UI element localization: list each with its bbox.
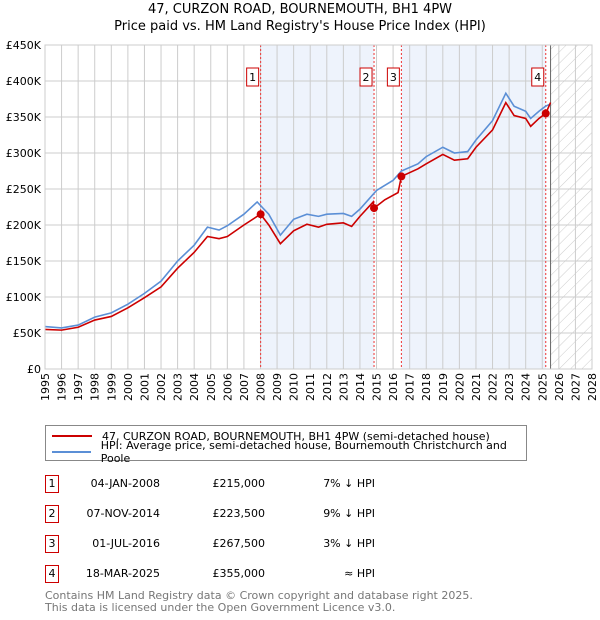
- x-tick-label: 2028: [586, 373, 599, 401]
- sale-date: 18-MAR-2025: [85, 567, 160, 580]
- legend-label-hpi: HPI: Average price, semi-detached house,…: [100, 439, 507, 465]
- sale-label: 4: [534, 71, 541, 84]
- y-tick-label: £0: [27, 363, 41, 376]
- x-tick-label: 2001: [138, 373, 151, 401]
- x-tick-label: 2004: [188, 373, 201, 401]
- sale-row: 3 01-JUL-2016 £267,500 3% ↓ HPI: [45, 535, 375, 553]
- legend-label-property: 47, CURZON ROAD, BOURNEMOUTH, BH1 4PW (s…: [102, 429, 490, 443]
- x-tick-label: 2022: [487, 373, 500, 401]
- x-tick-label: 2023: [503, 373, 516, 401]
- sale-number: 1: [45, 475, 59, 493]
- price-paid-line: [44, 100, 552, 331]
- sale-price: £267,500: [212, 537, 266, 550]
- x-tick-label: 2012: [321, 373, 334, 401]
- plot-frame: [44, 44, 593, 370]
- sale-number: 2: [45, 505, 59, 523]
- x-tick-label: 1999: [105, 373, 118, 401]
- x-tick-label: 2016: [387, 373, 400, 401]
- sale-hpi: 9% ↓ HPI: [323, 507, 375, 520]
- legend: 47, CURZON ROAD, BOURNEMOUTH, BH1 4PW (s…: [45, 425, 527, 465]
- x-tick-label: 2017: [404, 373, 417, 401]
- sale-label-box: [246, 67, 260, 87]
- sale-point: [256, 210, 265, 219]
- x-tick-label: 1997: [72, 373, 85, 401]
- sale-span-shade: [260, 45, 375, 369]
- y-tick-label: £300K: [6, 147, 42, 160]
- sale-label: 1: [249, 71, 256, 84]
- x-tick-label: 2025: [536, 373, 549, 401]
- chart-subtitle: Price paid vs. HM Land Registry's House …: [114, 19, 486, 34]
- sale-number: 3: [45, 535, 59, 553]
- x-tick-label: 2009: [271, 373, 284, 401]
- sale-label: 3: [390, 71, 397, 84]
- sale-hpi: 7% ↓ HPI: [323, 477, 375, 490]
- x-tick-label: 2007: [238, 373, 251, 401]
- x-tick-label: 2015: [371, 373, 384, 401]
- x-tick-label: 2011: [304, 373, 317, 401]
- sale-hpi: 3% ↓ HPI: [323, 537, 375, 550]
- x-tick-label: 1996: [56, 373, 69, 401]
- x-tick-label: 2014: [354, 373, 367, 401]
- x-tick-label: 2005: [205, 373, 218, 401]
- sale-price: £223,500: [212, 507, 266, 520]
- x-tick-label: 2026: [553, 373, 566, 401]
- sale-label-box: [359, 67, 373, 87]
- sale-point: [541, 109, 550, 118]
- sale-row: 4 18-MAR-2025 £355,000 ≈ HPI: [45, 565, 375, 583]
- y-tick-label: £200K: [6, 219, 42, 232]
- sale-date: 07-NOV-2014: [86, 507, 160, 520]
- x-tick-label: 2003: [172, 373, 185, 401]
- legend-blue-line: [52, 451, 91, 453]
- y-tick-label: £400K: [6, 75, 42, 88]
- sale-hpi: ≈ HPI: [344, 567, 375, 580]
- footer-copyright: Contains HM Land Registry data © Crown c…: [45, 589, 473, 602]
- y-tick-label: £350K: [6, 111, 42, 124]
- footer-licence: This data is licensed under the Open Gov…: [45, 601, 396, 614]
- price-chart: 1995 1996 1997 1998 1999 2000 2001 2002 2003 2004…: [6, 39, 599, 401]
- x-tick-label: 2000: [122, 373, 135, 401]
- forecast-hatch: [550, 45, 592, 369]
- sale-date: 01-JUL-2016: [92, 537, 160, 550]
- y-tick-label: £50K: [13, 327, 42, 340]
- sale-label-box: [531, 67, 545, 87]
- x-tick-label: 2013: [337, 373, 350, 401]
- x-tick-label: 2020: [453, 373, 466, 401]
- chart-title: 47, CURZON ROAD, BOURNEMOUTH, BH1 4PW: [147, 2, 453, 17]
- sale-row: 2 07-NOV-2014 £223,500 9% ↓ HPI: [45, 505, 375, 523]
- sale-point: [370, 204, 379, 213]
- x-tick-label: 2018: [420, 373, 433, 401]
- y-tick-label: £150K: [6, 255, 42, 268]
- sale-label: 2: [363, 71, 370, 84]
- x-tick-label: 2019: [437, 373, 450, 401]
- x-tick-label: 2010: [288, 373, 301, 401]
- x-tick-label: 2027: [569, 373, 582, 401]
- sale-number: 4: [45, 565, 59, 583]
- x-tick-label: 2006: [221, 373, 234, 401]
- x-tick-label: 2002: [155, 373, 168, 401]
- sale-price: £215,000: [212, 477, 266, 490]
- legend-red-line: [52, 435, 92, 437]
- x-tick-label: 2008: [254, 373, 267, 401]
- x-tick-label: 1995: [39, 373, 52, 401]
- sale-date: 04-JAN-2008: [90, 477, 160, 490]
- sale-row: 1 04-JAN-2008 £215,000 7% ↓ HPI: [45, 475, 375, 493]
- hpi-line: [44, 91, 551, 329]
- x-tick-label: 2021: [470, 373, 483, 401]
- y-tick-label: £450K: [6, 39, 42, 52]
- y-tick-label: £250K: [6, 183, 42, 196]
- x-tick-label: 1998: [89, 373, 102, 401]
- sale-price: £355,000: [212, 567, 266, 580]
- sale-span-shade: [401, 45, 546, 369]
- sale-label-box: [386, 67, 400, 87]
- sale-point: [397, 172, 406, 181]
- x-tick-label: 2024: [520, 373, 533, 401]
- y-tick-label: £100K: [6, 291, 42, 304]
